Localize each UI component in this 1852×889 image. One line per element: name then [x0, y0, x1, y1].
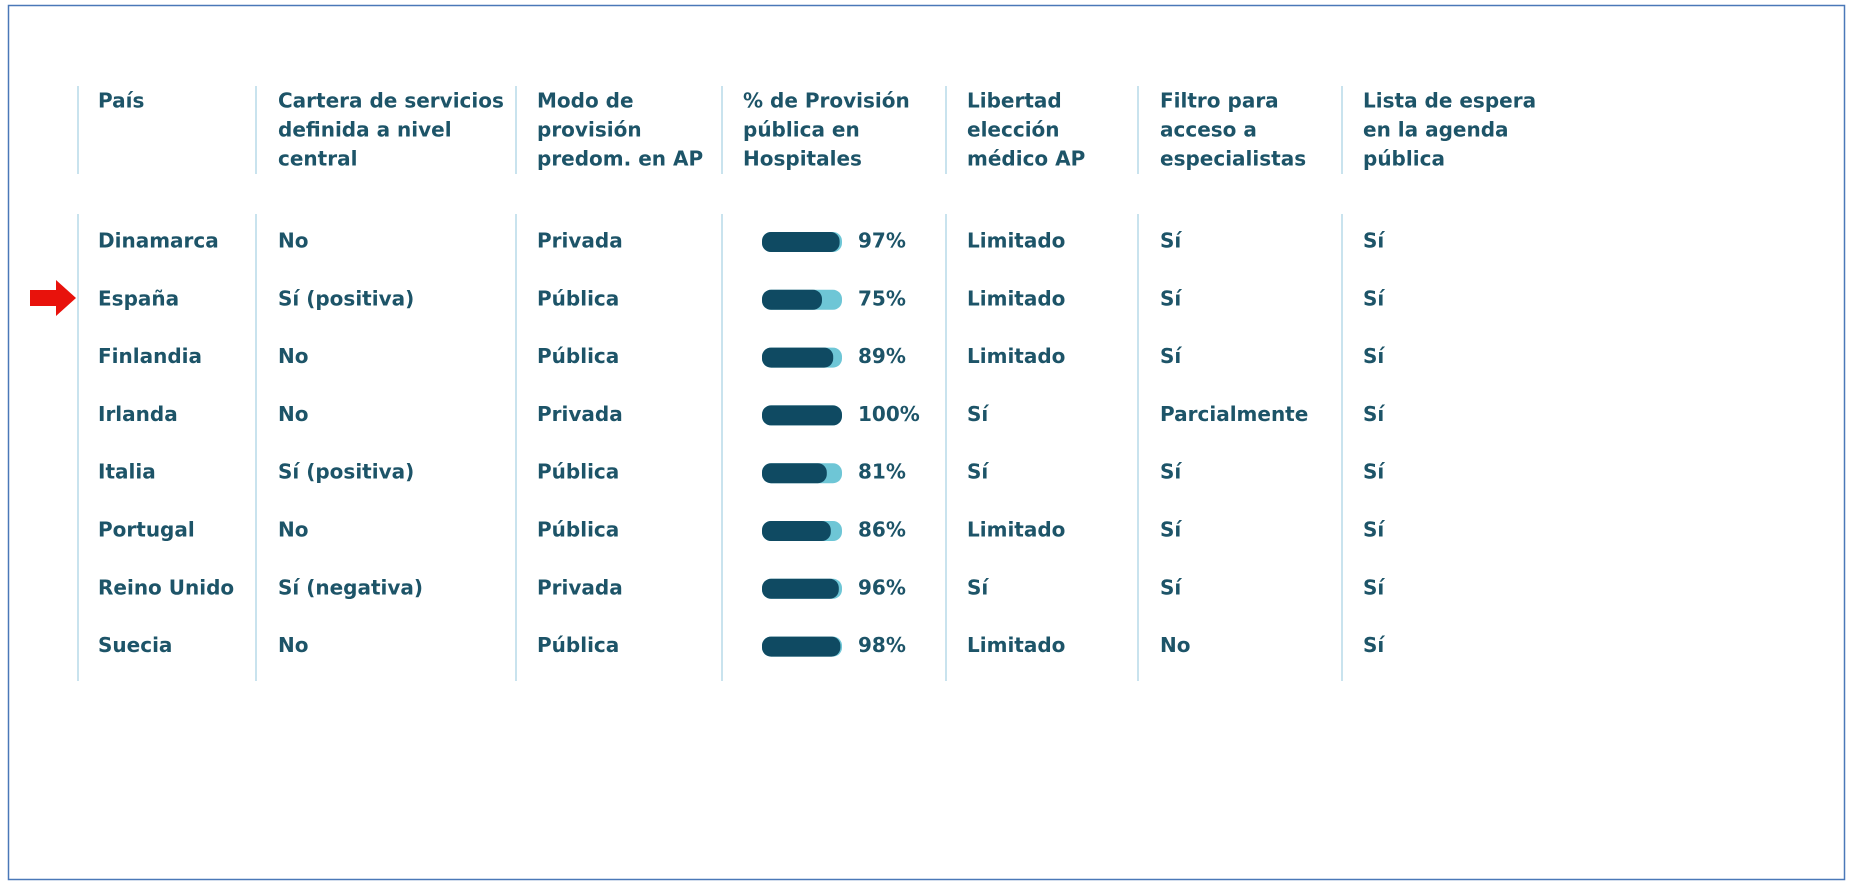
table-cell: Privada	[537, 229, 623, 253]
column-header: Modo de	[537, 89, 634, 113]
table-cell: Sí	[1363, 633, 1385, 657]
table-cell: Sí	[1363, 402, 1385, 426]
table-cell: Pública	[537, 344, 619, 368]
percentage-label: 97%	[858, 229, 906, 253]
column-header: País	[98, 89, 144, 113]
table-cell: Sí	[1160, 286, 1182, 310]
column-header: definida a nivel	[278, 118, 452, 142]
bar	[762, 347, 834, 368]
column-header: % de Provisión	[743, 89, 910, 113]
bar	[762, 636, 841, 657]
column-header: Filtro para	[1160, 89, 1279, 113]
table-cell: Privada	[537, 575, 623, 599]
table-cell: Pública	[537, 633, 619, 657]
column-header: predom. en AP	[537, 147, 703, 171]
percentage-label: 100%	[858, 402, 920, 426]
bar	[762, 289, 822, 310]
table-cell: Sí	[1160, 344, 1182, 368]
column-header: pública	[1363, 147, 1445, 171]
table-cell: Sí (positiva)	[278, 286, 414, 310]
bar	[762, 521, 831, 541]
table-cell: Sí	[1160, 460, 1182, 484]
bar	[762, 232, 840, 252]
percentage-label: 98%	[858, 633, 906, 657]
table-cell: Privada	[537, 402, 623, 426]
table-cell: Sí	[1363, 229, 1385, 253]
table-cell: Sí	[1363, 344, 1385, 368]
table-cell: Limitado	[967, 518, 1065, 542]
country-name: Dinamarca	[98, 229, 219, 253]
country-name: Irlanda	[98, 402, 178, 426]
country-name: Suecia	[98, 633, 172, 657]
column-header: pública en	[743, 118, 860, 142]
table-cell: Sí	[1363, 460, 1385, 484]
country-name: España	[98, 286, 179, 310]
column-header: central	[278, 147, 357, 171]
table-cell: Limitado	[967, 633, 1065, 657]
percentage-label: 75%	[858, 286, 906, 310]
table-cell: Sí (positiva)	[278, 460, 414, 484]
country-name: Italia	[98, 460, 156, 484]
table-cell: Limitado	[967, 344, 1065, 368]
percentage-label: 81%	[858, 460, 906, 484]
column-header: médico AP	[967, 147, 1085, 171]
table-cell: Limitado	[967, 229, 1065, 253]
bar	[762, 405, 842, 426]
table-cell: No	[278, 344, 308, 368]
table-cell: Sí	[1363, 518, 1385, 542]
table-cell: Sí	[1160, 575, 1182, 599]
table-cell: No	[278, 518, 308, 542]
column-header: Lista de espera	[1363, 89, 1536, 113]
table-cell: Sí	[967, 460, 989, 484]
table-cell: No	[278, 229, 308, 253]
frame	[7, 4, 1846, 881]
table-cell: Pública	[537, 518, 619, 542]
table-cell: Sí	[1160, 229, 1182, 253]
percentage-label: 86%	[858, 518, 906, 542]
column-header: en la agenda	[1363, 118, 1509, 142]
table-cell: Pública	[537, 460, 619, 484]
table-cell: No	[278, 633, 308, 657]
column-header: Hospitales	[743, 147, 862, 171]
table-cell: Sí	[967, 575, 989, 599]
bar	[762, 463, 827, 484]
bar	[762, 578, 839, 599]
column-header: elección	[967, 118, 1060, 142]
column-header: provisión	[537, 118, 642, 142]
percentage-label: 89%	[858, 344, 906, 368]
country-name: Portugal	[98, 518, 195, 542]
column-header: Libertad	[967, 89, 1062, 113]
column-header: especialistas	[1160, 147, 1306, 171]
table-cell: Sí	[967, 402, 989, 426]
table-cell: Pública	[537, 286, 619, 310]
table-cell: Limitado	[967, 286, 1065, 310]
table-cell: Parcialmente	[1160, 402, 1308, 426]
column-header: Cartera de servicios	[278, 89, 504, 113]
table-cell: No	[1160, 633, 1190, 657]
table-cell: Sí	[1160, 518, 1182, 542]
column-header: acceso a	[1160, 118, 1257, 142]
country-name: Reino Unido	[98, 575, 234, 599]
highlight-arrow	[30, 280, 76, 316]
table-cell: Sí	[1363, 575, 1385, 599]
table-cell: Sí (negativa)	[278, 575, 423, 599]
percentage-label: 96%	[858, 575, 906, 599]
table-cell: Sí	[1363, 286, 1385, 310]
table-cell: No	[278, 402, 308, 426]
country-name: Finlandia	[98, 344, 202, 368]
